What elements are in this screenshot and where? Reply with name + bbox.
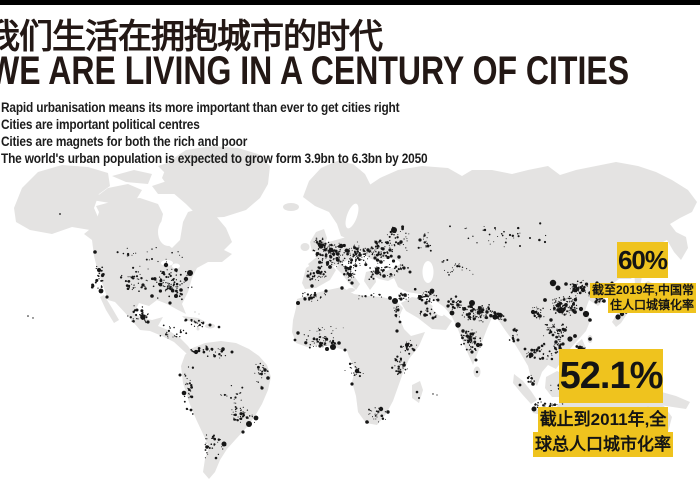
- page-title-chinese: 我们生活在拥抱城市的时代: [0, 18, 383, 56]
- bullet-population-growth: The world's urban population is expected…: [1, 151, 428, 166]
- stat-note-china: 截至2019年,中国常 住人口城镇化率: [589, 283, 696, 313]
- stat-badge-global-52pct: 52.1%: [559, 349, 663, 403]
- page-title-english: WE ARE LIVING IN A CENTURY OF CITIES: [0, 49, 630, 93]
- stat-note-global-line1: 截止到2011年,全: [537, 407, 669, 432]
- bullet-rapid-urbanisation: Rapid urbanisation means its more import…: [1, 100, 400, 115]
- stat-badge-china-60pct: 60%: [617, 242, 668, 278]
- stat-note-china-line2: 住人口城镇化率: [607, 298, 696, 313]
- stat-note-global-line2: 球总人口城市化率: [533, 432, 673, 457]
- bullet-rich-and-poor: Cities are magnets for both the rich and…: [1, 134, 248, 149]
- stat-note-global: 截止到2011年,全 球总人口城市化率: [530, 407, 676, 457]
- top-rule-bar: [0, 0, 700, 5]
- key-facts-list: Rapid urbanisation means its more import…: [1, 99, 428, 167]
- bullet-political-centres: Cities are important political centres: [1, 117, 200, 132]
- stat-note-china-line1: 截至2019年,中国常: [589, 283, 696, 298]
